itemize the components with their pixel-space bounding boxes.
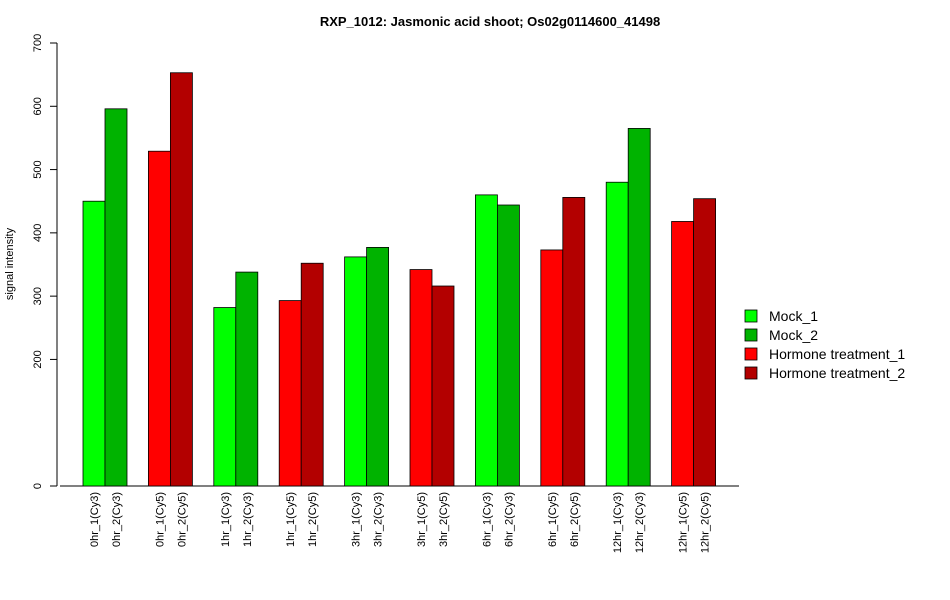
x-tick-label: 6hr_2(Cy5) [569, 492, 581, 547]
x-tick-label: 6hr_2(Cy3) [503, 492, 515, 547]
y-tick-label: 400 [32, 224, 44, 242]
y-tick-label: 300 [32, 287, 44, 305]
x-tick-label: 0hr_2(Cy3) [111, 492, 123, 547]
bar [213, 307, 237, 487]
legend-swatch [744, 309, 758, 323]
bar [496, 204, 520, 487]
bar [431, 285, 455, 487]
x-tick-label: 12hr_2(Cy3) [634, 492, 646, 553]
x-tick-label: 6hr_1(Cy5) [547, 492, 559, 547]
x-tick-label: 1hr_1(Cy5) [285, 492, 297, 547]
legend-swatch [744, 366, 758, 380]
bar [693, 198, 716, 487]
bar [605, 181, 629, 487]
x-tick-label: 3hr_2(Cy3) [373, 492, 385, 547]
bar [235, 271, 259, 487]
y-tick-label: 600 [32, 97, 44, 115]
bar [409, 269, 433, 487]
bar [147, 150, 171, 487]
x-tick-label: 0hr_2(Cy5) [176, 492, 188, 547]
legend-swatch [744, 328, 758, 342]
bar [671, 221, 694, 487]
legend-label: Hormone treatment_1 [769, 346, 905, 362]
legend: Mock_1 Mock_2 Hormone treatment_1 Hormone t… [744, 308, 905, 381]
x-tick-label: 1hr_1(Cy3) [220, 492, 232, 547]
legend-label: Mock_1 [769, 308, 818, 324]
y-tick-label: 500 [32, 160, 44, 178]
bars [82, 72, 716, 487]
x-tick-label: 3hr_1(Cy5) [416, 492, 428, 547]
bar [82, 200, 106, 487]
x-tick-label: 1hr_2(Cy5) [307, 492, 319, 547]
legend-swatch [744, 347, 758, 361]
x-tick-label: 3hr_2(Cy5) [438, 492, 450, 547]
bar [366, 247, 390, 487]
bar [344, 256, 368, 487]
x-tick-label: 12hr_1(Cy3) [612, 492, 624, 553]
bar [278, 300, 302, 487]
y-tick-label: 700 [32, 34, 44, 52]
bar [104, 108, 128, 487]
x-tick-label: 6hr_1(Cy3) [481, 492, 493, 547]
bar [627, 128, 651, 487]
x-tick-label: 12hr_2(Cy5) [700, 492, 712, 553]
y-tick-label: 0 [32, 483, 44, 489]
x-tick-label: 3hr_1(Cy3) [351, 492, 363, 547]
y-tick-label: 200 [32, 350, 44, 368]
x-tick-label: 0hr_1(Cy5) [154, 492, 166, 547]
y-axis: 0 200 300 400 500 600 700 [32, 34, 58, 489]
bar [474, 194, 498, 487]
legend-label: Hormone treatment_2 [769, 365, 905, 381]
bar [300, 262, 324, 487]
x-tick-label: 1hr_2(Cy3) [242, 492, 254, 547]
x-tick-label: 0hr_1(Cy3) [89, 492, 101, 547]
bar [169, 72, 193, 487]
bar [562, 197, 586, 487]
x-tick-labels: 0hr_1(Cy3) 0hr_2(Cy3) 0hr_1(Cy5) 0hr_2(Cy5)… [89, 492, 712, 553]
chart-title: RXP_1012: Jasmonic acid shoot; Os02g0114… [320, 14, 660, 29]
x-tick-label: 12hr_1(Cy5) [678, 492, 690, 553]
y-axis-title: signal intensity [4, 227, 16, 300]
legend-label: Mock_2 [769, 327, 818, 343]
bar [540, 249, 564, 487]
